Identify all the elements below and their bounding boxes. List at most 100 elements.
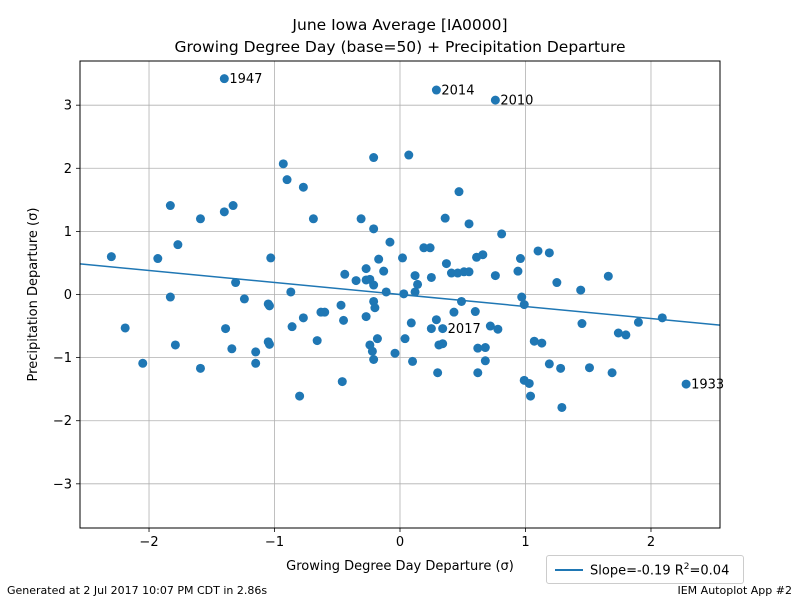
y-tick-label: −3 (53, 477, 72, 492)
data-point (369, 224, 379, 234)
data-point (410, 271, 420, 281)
data-point (231, 278, 241, 288)
data-point (449, 307, 459, 317)
data-point (369, 355, 379, 365)
data-point (681, 379, 691, 389)
data-point (438, 324, 448, 334)
y-tick-label: −2 (53, 414, 72, 429)
data-point (446, 268, 456, 278)
data-point (470, 307, 480, 317)
data-point (385, 237, 395, 247)
data-point (533, 246, 543, 256)
annotations: 1947 2014 2010 2017 1933 (229, 72, 724, 392)
data-point (153, 254, 163, 264)
data-point (497, 229, 507, 239)
data-point (369, 280, 379, 290)
x-tick-label: 0 (396, 535, 404, 550)
data-point (529, 336, 539, 346)
data-point (379, 266, 389, 276)
data-points (106, 74, 691, 412)
data-point (584, 363, 594, 373)
data-point (367, 346, 377, 356)
data-point (537, 338, 547, 348)
data-point (519, 300, 529, 310)
data-point (340, 269, 350, 279)
data-point (426, 324, 436, 334)
data-point (657, 313, 667, 323)
data-point (433, 368, 443, 378)
data-point (374, 254, 384, 264)
y-tick-label: 0 (64, 288, 72, 303)
data-point (404, 150, 414, 160)
data-point (165, 201, 175, 211)
footer-generated-text: Generated at 2 Jul 2017 10:07 PM CDT in … (7, 584, 268, 597)
data-point (320, 307, 330, 317)
data-point (544, 248, 554, 258)
data-point (454, 187, 464, 197)
data-point (282, 175, 292, 185)
data-point (431, 85, 441, 95)
data-point (426, 272, 436, 282)
data-point (361, 264, 371, 274)
x-axis-label: Growing Degree Day Departure (σ) (286, 559, 514, 574)
data-point (165, 292, 175, 302)
footer-app-text: IEM Autoplot App #2 (677, 584, 792, 597)
data-point (406, 318, 416, 328)
data-point (472, 252, 482, 262)
axis-ticks: −2 −1 0 1 2 −3 −2 −1 0 1 2 3 (53, 99, 655, 550)
data-point (336, 300, 346, 310)
data-point (287, 322, 297, 332)
data-point (438, 339, 448, 349)
data-point (399, 289, 409, 299)
data-point (312, 336, 322, 346)
data-point (356, 214, 366, 224)
data-point (308, 214, 318, 224)
data-point (441, 259, 451, 269)
data-point (278, 159, 288, 169)
data-point (298, 313, 308, 323)
legend: Slope=-0.19 R2=0.04 (546, 555, 744, 584)
data-point (370, 303, 380, 313)
data-point (552, 278, 562, 288)
legend-line-swatch (555, 569, 583, 571)
data-point (490, 271, 500, 281)
data-point (515, 254, 525, 264)
data-point (524, 378, 534, 388)
data-point (219, 207, 229, 217)
data-point (480, 356, 490, 366)
data-point (517, 292, 527, 302)
point-annotation: 2014 (441, 84, 474, 99)
data-point (381, 287, 391, 297)
data-point (544, 359, 554, 369)
data-point (431, 315, 441, 325)
data-point (557, 402, 567, 412)
data-point (369, 153, 379, 163)
data-point (264, 339, 274, 349)
data-point (264, 301, 274, 311)
data-point (251, 358, 261, 368)
data-point (440, 213, 450, 223)
data-point (170, 340, 180, 350)
data-point (106, 252, 116, 262)
x-tick-label: −2 (139, 535, 158, 550)
data-point (577, 319, 587, 329)
chart-subtitle: Growing Degree Day (base=50) + Precipita… (174, 38, 625, 56)
data-point (173, 240, 183, 250)
data-point (603, 271, 613, 281)
data-point (410, 287, 420, 297)
data-point (337, 377, 347, 387)
data-point (195, 363, 205, 373)
data-point (633, 317, 643, 327)
data-point (219, 74, 229, 84)
legend-label: Slope=-0.19 R2=0.04 (590, 562, 730, 579)
data-point (464, 219, 474, 229)
data-point (480, 343, 490, 353)
data-point (607, 368, 617, 378)
data-point (295, 391, 305, 401)
data-point (425, 243, 435, 253)
data-point (473, 368, 483, 378)
data-point (390, 348, 400, 358)
data-point (398, 253, 408, 263)
data-point (473, 343, 483, 353)
